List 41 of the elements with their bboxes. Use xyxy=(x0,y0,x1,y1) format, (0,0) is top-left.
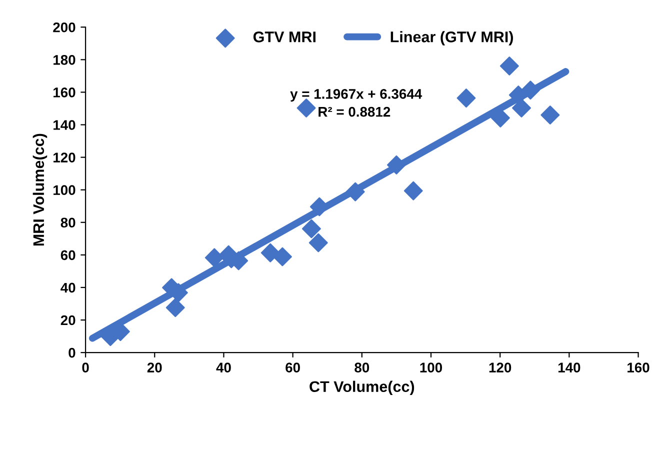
point xyxy=(302,219,321,238)
y-tick-label: 100 xyxy=(54,185,76,196)
legend-label: Linear (GTV MRI) xyxy=(390,31,513,46)
point xyxy=(404,181,423,200)
point xyxy=(512,98,531,118)
y-tick-label: 0 xyxy=(68,348,76,358)
point xyxy=(260,243,280,262)
annotation: y = 1.1967x + 6.3644 xyxy=(290,89,422,102)
point xyxy=(386,155,406,174)
y-tick-label: 200 xyxy=(53,22,76,32)
y-tick-label: 80 xyxy=(60,218,76,228)
x-axis-title: CT Volume(cc) xyxy=(310,380,414,396)
point xyxy=(456,88,476,108)
point xyxy=(296,98,316,118)
x-tick-label: 100 xyxy=(420,362,442,372)
y-axis-title: MRI Volume(cc) xyxy=(32,134,48,246)
y-tick-label: 60 xyxy=(60,250,76,260)
x-tick-label: 20 xyxy=(147,362,162,372)
point xyxy=(166,298,185,318)
x-tick-label: 140 xyxy=(558,362,580,372)
y-tick-label: 40 xyxy=(60,282,76,293)
point xyxy=(308,233,328,252)
x-tick-label: 80 xyxy=(354,362,370,372)
y-tick-label: 120 xyxy=(54,152,76,162)
y-tick-label: 160 xyxy=(54,88,76,98)
point xyxy=(272,247,292,266)
x-tick-label: 0 xyxy=(82,362,89,372)
point xyxy=(540,106,560,124)
x-tick-label: 160 xyxy=(628,362,650,372)
x-tick-label: 60 xyxy=(286,362,300,372)
y-tick-label: 180 xyxy=(54,55,76,65)
annotation: R² = 0.8812 xyxy=(318,106,390,117)
y-tick-label: 20 xyxy=(60,315,76,326)
x-tick-label: 120 xyxy=(489,362,512,372)
x-tick-label: 40 xyxy=(216,362,231,372)
point xyxy=(346,182,365,202)
legend-label: GTV MRI xyxy=(253,32,316,42)
y-tick-label: 140 xyxy=(54,120,76,130)
point xyxy=(204,248,224,268)
point xyxy=(521,80,540,100)
point xyxy=(500,56,519,76)
